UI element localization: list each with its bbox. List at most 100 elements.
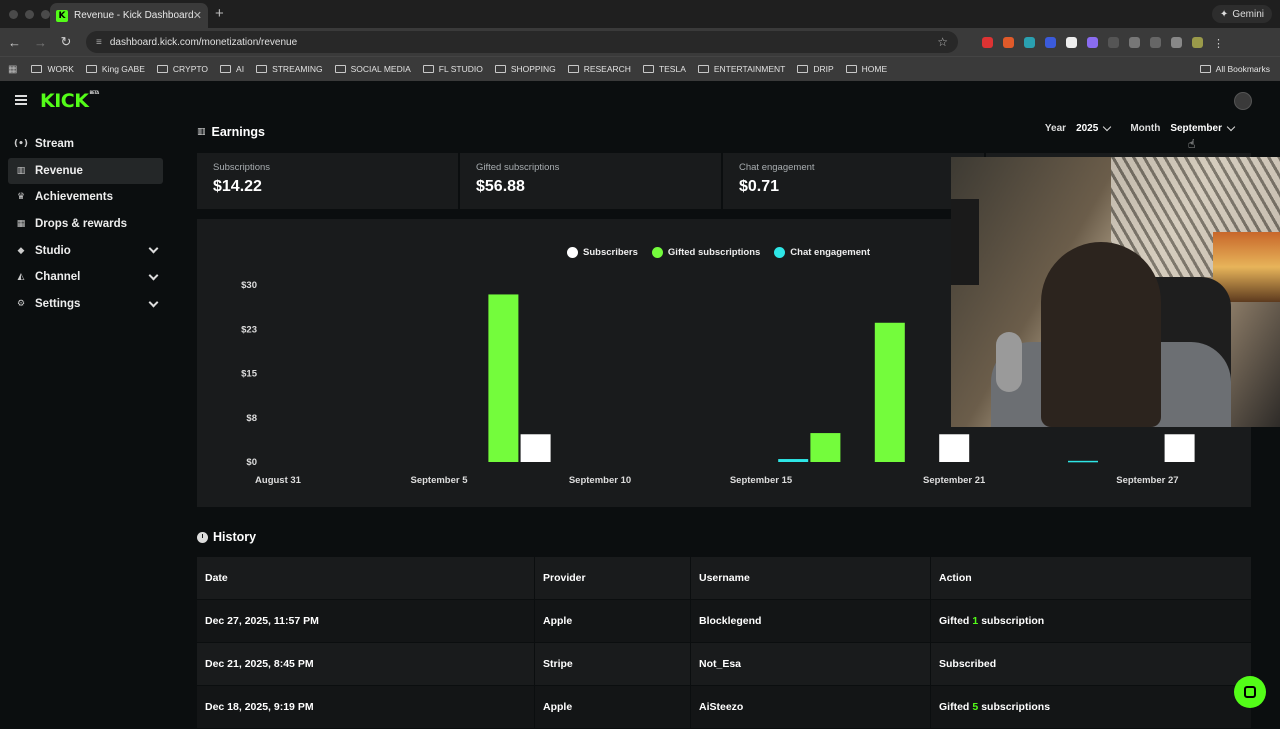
- chart-bar[interactable]: [1164, 434, 1195, 462]
- extension-icon[interactable]: [1087, 36, 1098, 48]
- browser-tab-strip: K Revenue - Kick Dashboard ✕ + ✦ Gemini: [0, 0, 1280, 28]
- apps-grid-icon[interactable]: ▦: [8, 63, 18, 75]
- bookmark-folder[interactable]: DRIP: [797, 64, 834, 74]
- chart-bar[interactable]: [939, 434, 970, 462]
- bookmark-folder[interactable]: CRYPTO: [156, 64, 208, 74]
- folder-icon: [494, 65, 506, 73]
- bookmark-folder[interactable]: SHOPPING: [494, 64, 556, 74]
- legend-item[interactable]: Gifted subscriptions: [651, 247, 761, 258]
- extension-icon[interactable]: [1108, 36, 1119, 48]
- table-row: Dec 18, 2025, 9:19 PM Apple AiSteezo Gifted…: [197, 686, 1251, 729]
- bookmark-folder[interactable]: AI: [220, 64, 244, 74]
- all-bookmarks-button[interactable]: All Bookmarks: [1199, 64, 1270, 74]
- bookmark-folder[interactable]: HOME: [845, 64, 887, 74]
- chart-bar[interactable]: [1068, 460, 1098, 463]
- folder-icon: [85, 65, 97, 73]
- top-bar: KICKBETA: [0, 81, 1280, 121]
- bookmark-folder[interactable]: WORK: [31, 64, 74, 74]
- url-text: dashboard.kick.com/monetization/revenue: [109, 36, 298, 48]
- bookmark-folder[interactable]: TESLA: [642, 64, 686, 74]
- sidebar-item-achievements[interactable]: ♛ Achievements: [8, 184, 163, 211]
- sidebar-item-drops-rewards[interactable]: ▦ Drops & rewards: [8, 211, 163, 238]
- sidebar-item-revenue[interactable]: ▥ Revenue: [8, 157, 163, 185]
- chat-support-button[interactable]: [1234, 676, 1266, 708]
- bookmark-folder[interactable]: ENTERTAINMENT: [697, 64, 785, 74]
- username-cell: Blocklegend: [691, 600, 931, 642]
- stat-card-gifted: Gifted subscriptions $56.88: [460, 153, 723, 209]
- folder-icon: [642, 65, 654, 73]
- reading-mode-icon[interactable]: [1150, 36, 1161, 48]
- extension-icon[interactable]: [1045, 36, 1056, 48]
- bookmark-star-icon[interactable]: ☆: [937, 35, 948, 49]
- chevron-down-icon: [1226, 122, 1236, 132]
- stat-value: $0.71: [739, 178, 780, 195]
- action-cell: Gifted 5 subscriptions: [931, 686, 1251, 728]
- legend-label: Gifted subscriptions: [667, 247, 761, 258]
- address-bar[interactable]: ≡ dashboard.kick.com/monetization/revenu…: [86, 31, 958, 53]
- profile-icon[interactable]: [1192, 36, 1203, 48]
- month-select[interactable]: September: [1170, 122, 1236, 134]
- extension-icon[interactable]: [1024, 36, 1035, 48]
- column-header[interactable]: Username: [691, 557, 931, 599]
- folder-icon: [797, 65, 809, 73]
- forward-arrow-icon[interactable]: →: [34, 34, 47, 50]
- chart-bar[interactable]: [488, 294, 519, 462]
- table-row: Dec 21, 2025, 8:45 PM Stripe Not_Esa Subscr…: [197, 643, 1251, 686]
- x-tick-label: September 21: [923, 475, 986, 486]
- history-table: Date Provider Username Action Dec 27, 20…: [197, 557, 1251, 729]
- media-icon[interactable]: [1171, 36, 1182, 48]
- date-cell: Dec 21, 2025, 8:45 PM: [197, 643, 535, 685]
- channel-icon: ◭: [17, 272, 25, 283]
- browser-tab[interactable]: K Revenue - Kick Dashboard ✕: [50, 3, 208, 28]
- legend-dot-icon: [774, 247, 786, 258]
- back-arrow-icon[interactable]: ←: [8, 34, 21, 50]
- folder-icon: [334, 65, 346, 73]
- bookmark-folder[interactable]: STREAMING: [256, 64, 323, 74]
- puzzle-icon[interactable]: [1129, 36, 1140, 48]
- legend-dot-icon: [651, 247, 663, 258]
- extension-icon[interactable]: [1066, 36, 1077, 48]
- bookmark-folder[interactable]: SOCIAL MEDIA: [334, 64, 411, 74]
- chart-bar[interactable]: [778, 459, 809, 462]
- site-info-icon[interactable]: ≡: [96, 36, 102, 48]
- chart-bar[interactable]: [874, 322, 905, 462]
- folder-icon: [156, 65, 168, 73]
- gemini-button[interactable]: ✦ Gemini: [1211, 5, 1272, 23]
- kick-logo[interactable]: KICKBETA: [40, 90, 99, 112]
- folder-icon: [1199, 65, 1211, 73]
- main-content: ▥ Earnings Year 2025 Month September Sub…: [197, 121, 1251, 729]
- window-controls[interactable]: [0, 9, 50, 19]
- column-header[interactable]: Action: [939, 572, 972, 584]
- legend-item[interactable]: Chat engagement: [774, 247, 870, 258]
- extension-icon[interactable]: [982, 36, 993, 48]
- chevron-down-icon[interactable]: [148, 270, 159, 281]
- reload-icon[interactable]: ↻: [60, 34, 72, 49]
- year-select[interactable]: 2025: [1076, 122, 1112, 134]
- action-text: subscriptions: [981, 701, 1051, 713]
- new-tab-button[interactable]: +: [215, 5, 224, 22]
- folder-icon: [256, 65, 268, 73]
- sidebar-item-label: Drops & rewards: [35, 218, 128, 231]
- bookmark-folder[interactable]: King GABE: [85, 64, 145, 74]
- provider-cell: Stripe: [535, 643, 691, 685]
- chevron-down-icon[interactable]: [148, 297, 159, 308]
- column-header[interactable]: Provider: [535, 557, 691, 599]
- chart-bar[interactable]: [810, 433, 841, 462]
- column-header[interactable]: Date: [197, 557, 535, 599]
- menu-dots-icon[interactable]: ⋮: [1213, 37, 1224, 50]
- bookmark-folder[interactable]: RESEARCH: [567, 64, 631, 74]
- chevron-down-icon[interactable]: [148, 243, 159, 254]
- hamburger-menu-icon[interactable]: [15, 95, 27, 105]
- sidebar-item-settings[interactable]: ⚙ Settings: [8, 291, 163, 318]
- sidebar-item-channel[interactable]: ◭ Channel: [8, 264, 163, 291]
- legend-item[interactable]: Subscribers: [567, 247, 638, 258]
- bookmark-folder[interactable]: FL STUDIO: [422, 64, 483, 74]
- chart-bar[interactable]: [520, 434, 551, 462]
- close-tab-icon[interactable]: ✕: [192, 10, 202, 22]
- clock-icon: [197, 531, 208, 543]
- chart-svg: $30 $23 $15 $8 $0 August 31 September 5 Septemb…: [241, 280, 1195, 486]
- sidebar-item-studio[interactable]: ◆ Studio: [8, 237, 163, 264]
- extension-icon[interactable]: [1003, 36, 1014, 48]
- avatar[interactable]: [1234, 92, 1252, 110]
- sidebar-item-stream[interactable]: (•) Stream: [8, 131, 163, 158]
